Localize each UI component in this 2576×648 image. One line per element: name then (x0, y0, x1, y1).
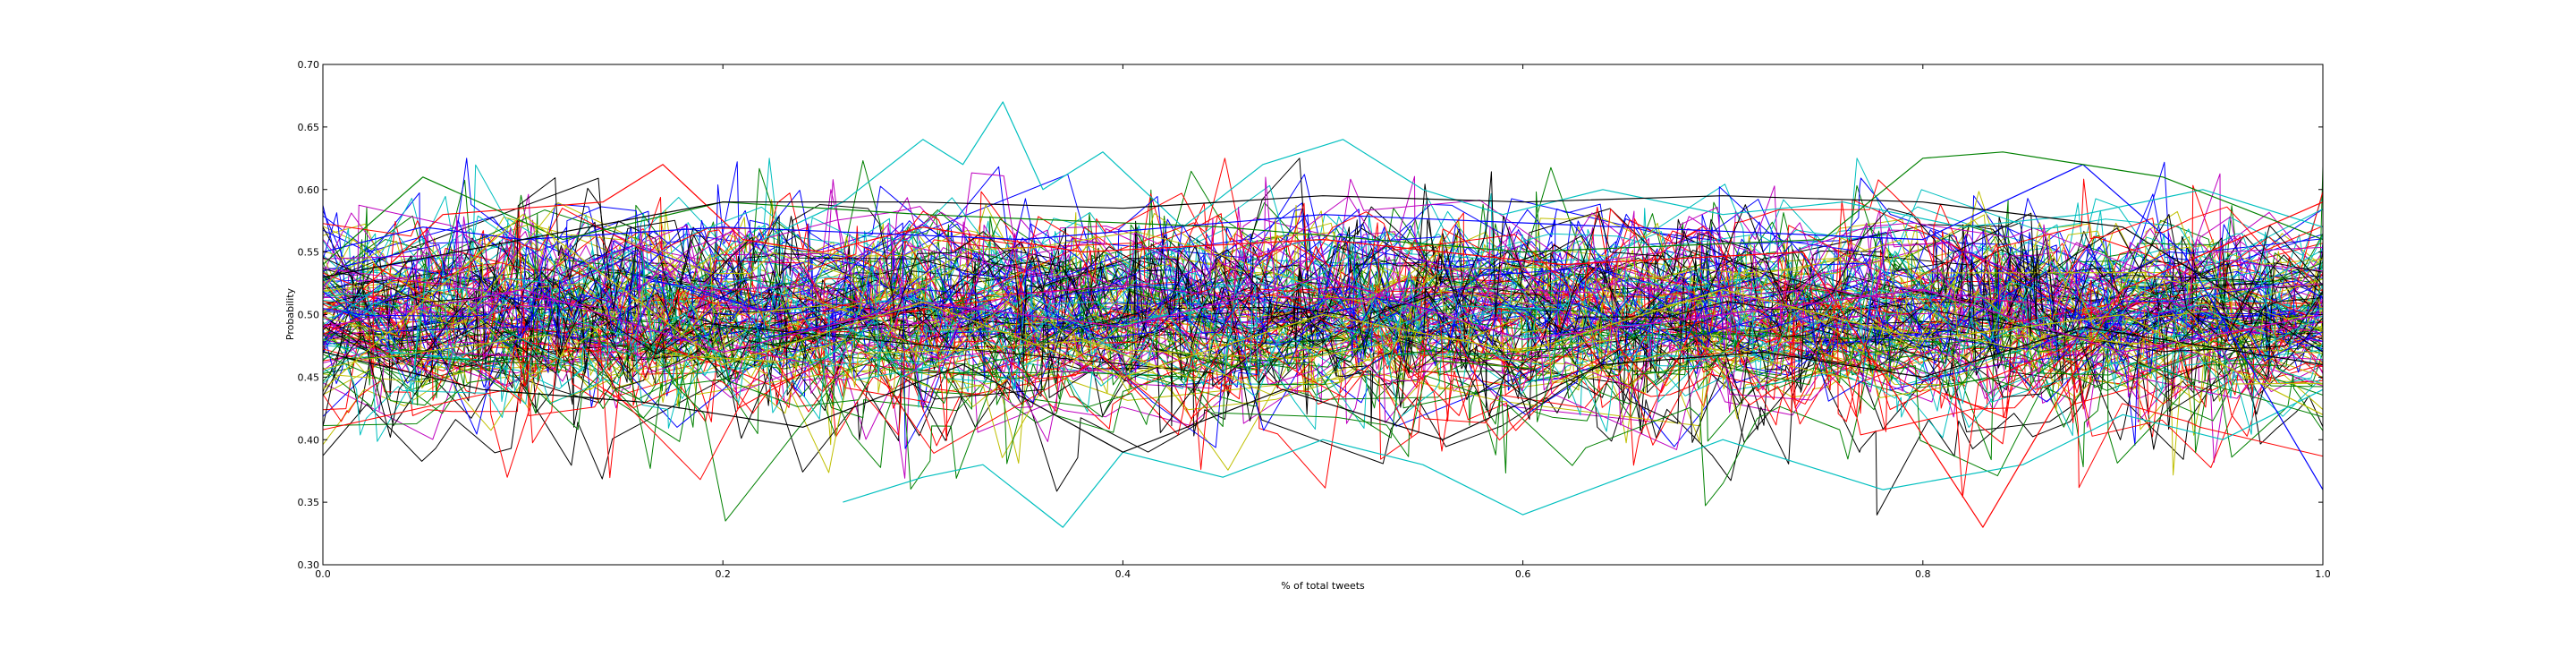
y-tick-label: 0.30 (298, 559, 320, 571)
probability-series-line (323, 274, 2323, 367)
probability-series-line (323, 313, 2323, 498)
x-axis-label: % of total tweets (1281, 580, 1365, 592)
probability-series-line (323, 315, 2323, 410)
probability-series-line (323, 251, 2323, 404)
probability-series-line (323, 317, 2323, 439)
x-tick-label: 0.4 (1115, 568, 1131, 580)
probability-series-line (323, 326, 2323, 453)
probability-series-line (323, 151, 2323, 266)
y-axis: 0.30 0.35 0.40 0.45 0.50 0.55 0.60 0.65 0.70 (298, 59, 2323, 571)
x-tick-label: 0.2 (715, 568, 731, 580)
x-tick-label: 0.0 (315, 568, 331, 580)
y-tick-label: 0.40 (298, 434, 320, 446)
probability-series-line (323, 280, 2323, 396)
y-axis-label: Probability (284, 287, 296, 340)
probability-series-line (323, 158, 2323, 326)
y-tick-label: 0.50 (298, 310, 320, 321)
probability-series-line (323, 293, 2323, 439)
probability-series-line (323, 290, 2323, 423)
probability-series-line (323, 164, 2323, 490)
probability-series-line (843, 388, 2323, 528)
probability-series-line (323, 248, 2323, 363)
probability-series-line (323, 263, 2323, 436)
probability-series-line (323, 270, 2323, 380)
y-tick-label: 0.55 (298, 247, 320, 259)
probability-series-line (323, 314, 2323, 392)
probability-series-line (323, 166, 2323, 339)
series-layer (323, 101, 2323, 528)
x-tick-label: 0.8 (1915, 568, 1931, 580)
probability-series-line (323, 214, 2323, 415)
probability-series-line (323, 277, 2323, 353)
x-tick-label: 1.0 (2315, 568, 2331, 580)
y-tick-label: 0.65 (298, 122, 320, 133)
probability-series-line (323, 204, 2323, 311)
probability-series-line (323, 179, 2323, 345)
probability-series-line (323, 195, 2323, 353)
probability-series-line (323, 175, 2323, 406)
probability-series-line (323, 258, 2323, 319)
probability-series-line (323, 171, 2323, 354)
probability-series-line (323, 201, 2323, 340)
x-axis: 0.0 0.2 0.4 0.6 0.8 1.0 (315, 64, 2331, 580)
probability-series-line (323, 331, 2323, 442)
probability-series-line (323, 306, 2323, 436)
probability-series-line (362, 164, 2323, 528)
probability-series-line (323, 158, 2323, 391)
probability-series-line (323, 346, 2323, 430)
probability-series-line (323, 222, 2323, 449)
probability-series-line (323, 283, 2323, 399)
y-tick-label: 0.45 (298, 371, 320, 383)
probability-series-line (323, 259, 2323, 420)
x-tick-label: 0.6 (1515, 568, 1531, 580)
probability-series-line (323, 326, 2323, 522)
y-tick-label: 0.60 (298, 184, 320, 196)
y-tick-label: 0.35 (298, 497, 320, 508)
probability-series-line (762, 101, 2323, 241)
probability-series-line (323, 217, 2323, 479)
probability-series-line (323, 189, 2323, 335)
y-tick-label: 0.70 (298, 59, 320, 71)
